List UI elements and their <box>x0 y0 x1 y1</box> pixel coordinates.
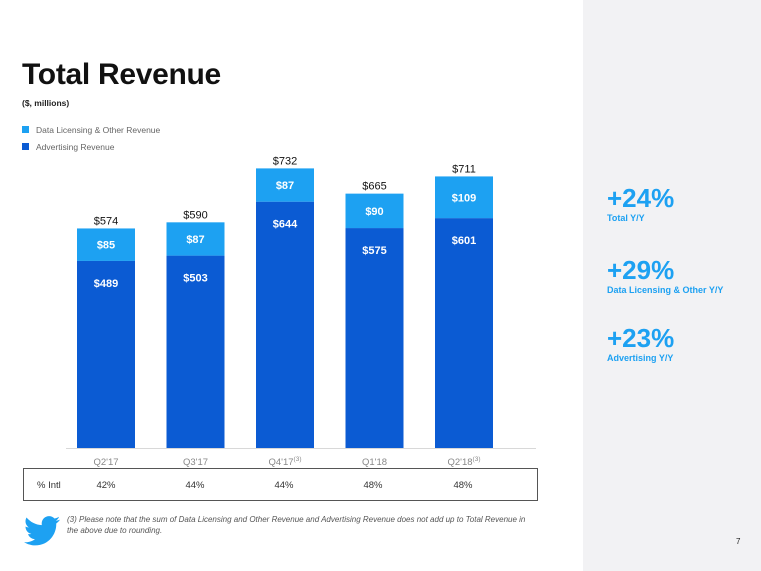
x-tick-label: Q1'18 <box>362 457 387 468</box>
bar-data-licensing <box>166 222 225 256</box>
page-subtitle: ($, millions) <box>22 98 70 108</box>
bar-advertising <box>166 255 225 448</box>
total-label: $574 <box>94 215 118 227</box>
stat-value: +24% <box>607 183 675 213</box>
intl-cell: 48% <box>453 480 473 491</box>
intl-cell: 42% <box>96 480 116 491</box>
intl-percent-table: % Intl 42% 44% 44% 48% 48% <box>23 468 538 501</box>
data-label-advertising: $601 <box>452 235 476 247</box>
page-number: 7 <box>736 537 741 546</box>
legend-item-data-licensing: Data Licensing & Other Revenue <box>22 121 160 138</box>
stat-label: Advertising Y/Y <box>607 353 674 363</box>
twitter-bird-icon <box>24 516 60 546</box>
bar-advertising <box>256 201 314 448</box>
side-panel <box>583 0 761 571</box>
bar-data-licensing <box>256 168 314 202</box>
stat-value: +23% <box>607 323 675 353</box>
intl-cell: 44% <box>185 480 205 491</box>
legend-label: Data Licensing & Other Revenue <box>36 124 161 135</box>
footnote: (3) Please note that the sum of Data Lic… <box>67 515 526 535</box>
bar-advertising <box>435 218 493 448</box>
chart-legend: Data Licensing & Other Revenue Advertisi… <box>22 121 160 155</box>
data-label-advertising: $575 <box>362 245 386 257</box>
bar-advertising <box>77 260 135 448</box>
data-label-advertising: $503 <box>183 273 207 285</box>
stat-label: Total Y/Y <box>607 213 645 223</box>
total-label: $732 <box>273 155 297 167</box>
x-tick-label: Q2'18(3) <box>447 456 480 468</box>
stat-advertising-yy: +23% Advertising Y/Y <box>607 324 674 363</box>
data-label-data-licensing: $87 <box>276 180 294 192</box>
bar-data-licensing <box>77 228 135 261</box>
total-label: $590 <box>183 209 207 221</box>
stat-total-yy: +24% Total Y/Y <box>607 184 674 223</box>
x-tick-label: Q2'17 <box>93 457 118 468</box>
bar-data-licensing <box>435 176 493 219</box>
data-label-data-licensing: $87 <box>186 234 204 246</box>
bar-data-licensing <box>345 193 404 229</box>
intl-row-label: % Intl <box>37 480 61 491</box>
legend-swatch-advertising <box>22 143 29 150</box>
intl-cell: 48% <box>363 480 383 491</box>
data-label-advertising: $644 <box>273 219 298 231</box>
stat-data-licensing-yy: +29% Data Licensing & Other Y/Y <box>607 256 723 295</box>
x-tick-superscript: (3) <box>294 456 302 463</box>
legend-swatch-data-licensing <box>22 126 29 133</box>
revenue-bar-chart: $489 $85 $574 Q2'17 $503 $87 $590 Q3'17 $644 $87 $… <box>66 155 536 468</box>
stat-label: Data Licensing & Other Y/Y <box>607 285 724 295</box>
x-tick-label: Q4'17(3) <box>268 456 301 468</box>
data-label-data-licensing: $85 <box>97 240 115 252</box>
x-tick-label: Q3'17 <box>183 457 208 468</box>
legend-item-advertising: Advertising Revenue <box>22 138 160 155</box>
bar-advertising <box>345 228 404 448</box>
total-label: $665 <box>362 181 386 193</box>
data-label-advertising: $489 <box>94 278 118 290</box>
x-tick-superscript: (3) <box>473 456 481 463</box>
stat-value: +29% <box>607 255 675 285</box>
intl-cell: 44% <box>274 480 294 491</box>
page-title: Total Revenue <box>22 58 221 91</box>
total-label: $711 <box>452 163 476 175</box>
data-label-data-licensing: $109 <box>452 192 476 204</box>
legend-label: Advertising Revenue <box>36 141 115 152</box>
data-label-data-licensing: $90 <box>365 206 383 218</box>
